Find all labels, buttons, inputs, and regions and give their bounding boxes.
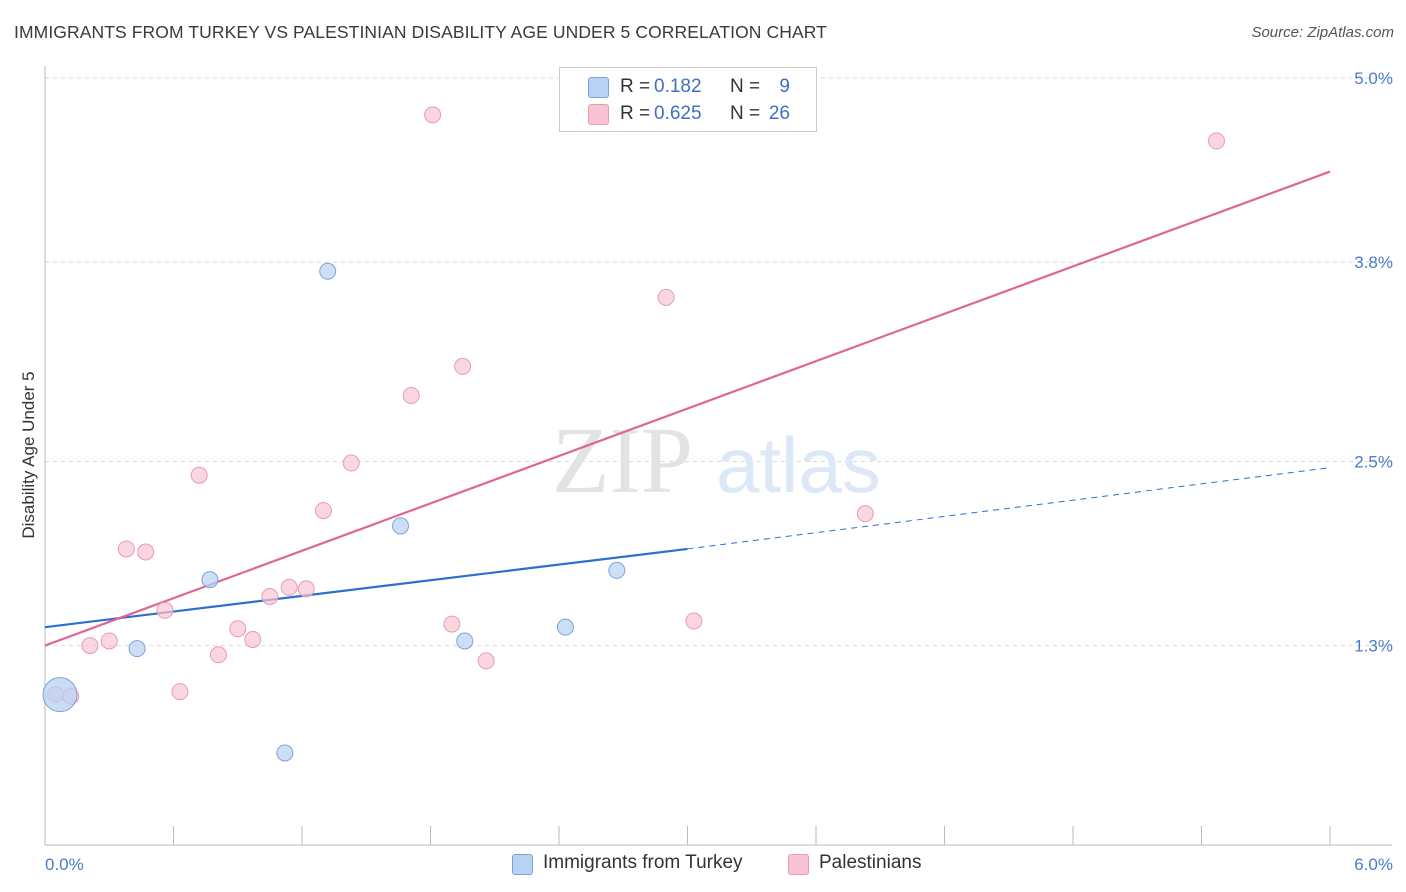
legend-n-label: N =: [730, 103, 761, 124]
legend-r-value: 0.182: [654, 76, 702, 97]
series-swatch-pink: [788, 854, 809, 875]
point-palestinians: [443, 615, 461, 633]
watermark-zip: ZIP: [552, 409, 693, 513]
point-palestinians: [342, 454, 360, 472]
legend-n-value: 9: [779, 76, 790, 97]
source-credit: Source: ZipAtlas.com: [1251, 24, 1394, 41]
point-palestinians: [244, 630, 262, 648]
point-turkey: [556, 618, 574, 636]
point-turkey: [201, 571, 219, 589]
point-palestinians: [171, 683, 189, 701]
y-tick-label: 1.3%: [1354, 637, 1393, 656]
point-palestinians: [477, 652, 495, 670]
legend-r-label: R =: [620, 103, 651, 124]
series-swatch-blue: [512, 854, 533, 875]
y-tick-label: 3.8%: [1354, 253, 1393, 272]
legend-swatch-pink: [588, 104, 609, 125]
data-points: [42, 106, 1225, 762]
point-palestinians: [454, 357, 472, 375]
point-turkey: [392, 517, 410, 535]
point-palestinians: [117, 540, 135, 558]
point-palestinians: [100, 632, 118, 650]
point-palestinians: [1207, 132, 1225, 150]
legend-n-label: N =: [730, 76, 761, 97]
point-palestinians: [297, 580, 315, 598]
point-palestinians: [685, 612, 703, 630]
point-palestinians: [424, 106, 442, 124]
point-turkey: [276, 744, 294, 762]
y-tick-label: 2.5%: [1354, 453, 1393, 472]
trend-lines: [44, 170, 1331, 647]
axes: [44, 66, 1392, 846]
point-palestinians: [314, 502, 332, 520]
point-palestinians: [402, 387, 420, 405]
x-tick-label: 6.0%: [1354, 855, 1393, 874]
point-turkey: [456, 632, 474, 650]
chart-title: IMMIGRANTS FROM TURKEY VS PALESTINIAN DI…: [14, 22, 827, 42]
point-palestinians: [156, 601, 174, 619]
watermark-atlas: atlas: [716, 421, 881, 509]
point-palestinians: [81, 637, 99, 655]
y-tick-label: 5.0%: [1354, 69, 1393, 88]
trend-line-turkey: [44, 547, 688, 629]
point-turkey: [608, 561, 626, 579]
legend-r-label: R =: [620, 76, 651, 97]
series-label-palestinians: Palestinians: [819, 852, 922, 873]
point-palestinians: [261, 587, 279, 605]
point-palestinians: [856, 505, 874, 523]
legend-swatch-blue: [588, 77, 609, 98]
point-palestinians: [190, 466, 208, 484]
grid-lines: [45, 77, 1392, 647]
legend-r-value: 0.625: [654, 103, 702, 124]
point-turkey: [42, 677, 78, 713]
point-turkey: [319, 262, 337, 280]
watermark: ZIP atlas: [552, 409, 881, 513]
point-palestinians: [280, 578, 298, 596]
correlation-legend: R = 0.182 N = 9 R = 0.625 N = 26: [559, 67, 817, 132]
tick-labels: 1.3% 2.5% 3.8% 5.0% 0.0% 6.0%: [45, 69, 1393, 874]
point-palestinians: [209, 646, 227, 664]
y-axis-label: Disability Age Under 5: [19, 371, 38, 538]
point-turkey: [128, 640, 146, 658]
point-palestinians: [229, 620, 247, 638]
legend-n-value: 26: [768, 103, 790, 124]
x-tick-label: 0.0%: [45, 855, 84, 874]
series-label-turkey: Immigrants from Turkey: [543, 852, 743, 873]
trend-line-turkey-extension: [687, 467, 1331, 550]
trend-line-palestinians: [44, 170, 1331, 647]
point-palestinians: [137, 543, 155, 561]
point-palestinians: [657, 288, 675, 306]
